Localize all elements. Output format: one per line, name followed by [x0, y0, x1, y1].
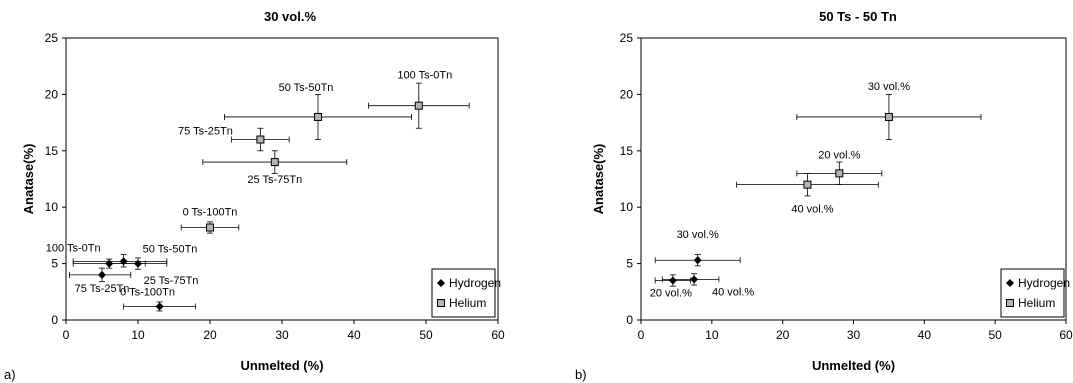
legend-helium-label: Helium	[449, 296, 486, 310]
data-point-label: 30 vol.%	[677, 229, 719, 241]
x-axis-label: Unmelted (%)	[240, 358, 323, 373]
legend-box	[1000, 268, 1065, 318]
helium-data-point	[414, 101, 423, 110]
x-tick-label: 60	[1059, 328, 1073, 342]
y-axis-label: Anatase(%)	[591, 144, 606, 215]
data-point-label: 75 Ts-25Tn	[178, 126, 233, 138]
y-tick-label: 25	[620, 31, 634, 45]
x-tick-label: 50	[988, 328, 1002, 342]
legend: Hydrogen Helium	[431, 268, 501, 318]
x-tick-label: 0	[638, 328, 645, 342]
data-point-label: 0 Ts-100Tn	[183, 207, 238, 219]
data-point-label: 100 Ts-0Tn	[397, 70, 452, 82]
x-tick-label: 30	[847, 328, 861, 342]
helium-data-point	[206, 223, 214, 232]
y-tick-label: 15	[620, 144, 634, 158]
y-tick-label: 10	[620, 200, 634, 214]
x-tick-label: 10	[131, 328, 145, 342]
x-tick-label: 50	[419, 328, 433, 342]
panel-letter: b)	[575, 367, 587, 382]
legend-hydrogen-label: Hydrogen	[1018, 276, 1070, 290]
series-helium: 30 vol.% 20 vol.% 40 vol.%	[736, 81, 982, 216]
helium-data-point	[884, 112, 893, 121]
data-point-label: 25 Ts-75Tn	[247, 174, 302, 186]
x-tick-label: 20	[203, 328, 217, 342]
data-point-label: 30 vol.%	[868, 81, 910, 93]
legend: Hydrogen Helium	[1000, 268, 1070, 318]
y-tick-label: 5	[626, 257, 633, 271]
data-point-label: 20 vol.%	[650, 288, 692, 300]
x-tick-label: 40	[347, 328, 361, 342]
y-tick-label: 0	[51, 313, 58, 327]
legend-hydrogen-marker	[436, 278, 446, 288]
x-tick-label: 10	[705, 328, 719, 342]
panel-a: 30 vol.% 0 10 20 30 40 50 60 0 5 10 15 20 25 Unmelted …	[4, 9, 505, 382]
y-tick-label: 20	[620, 87, 634, 101]
hydrogen-data-point	[693, 256, 702, 265]
y-tick-label: 10	[45, 200, 59, 214]
hydrogen-data-point	[690, 275, 699, 284]
chart-title: 50 Ts - 50 Tn	[819, 9, 897, 24]
panel-letter: a)	[4, 367, 16, 382]
legend-hydrogen-label: Hydrogen	[449, 276, 501, 290]
series-hydrogen: 30 vol.% 20 vol.% 40 vol.%	[650, 229, 755, 299]
data-point-label: 75 Ts-25Tn	[75, 283, 130, 295]
y-tick-label: 20	[45, 87, 59, 101]
legend-hydrogen-marker	[1005, 278, 1015, 288]
legend-box	[431, 268, 496, 318]
y-axis-label: Anatase(%)	[21, 144, 36, 215]
data-point-label: 100 Ts-0Tn	[46, 243, 101, 255]
data-point-label: 20 vol.%	[818, 149, 860, 161]
x-tick-label: 20	[776, 328, 790, 342]
data-point-label: 40 vol.%	[712, 286, 754, 298]
hydrogen-data-point	[119, 257, 128, 266]
legend-helium-label: Helium	[1018, 296, 1055, 310]
x-tick-label: 60	[491, 328, 505, 342]
y-tick-label: 15	[45, 144, 59, 158]
helium-data-point	[835, 169, 844, 178]
helium-data-point	[314, 112, 322, 121]
data-point-label: 25 Ts-75Tn	[144, 275, 199, 287]
x-tick-label: 40	[918, 328, 932, 342]
helium-data-point	[270, 158, 279, 167]
x-tick-label: 0	[63, 328, 70, 342]
hydrogen-data-point	[668, 276, 677, 285]
x-axis-label: Unmelted (%)	[812, 358, 895, 373]
chart-title: 30 vol.%	[264, 9, 316, 24]
data-point-label: 50 Ts-50Tn	[279, 82, 334, 94]
helium-data-point	[256, 135, 265, 144]
panel-b: 50 Ts - 50 Tn 0 10 20 30 40 50 60 0 5 10 15 20 25 Unme…	[575, 9, 1073, 382]
hydrogen-data-point	[133, 259, 143, 268]
x-tick-label: 30	[275, 328, 289, 342]
data-point-label: 0 Ts-100Tn	[120, 286, 175, 298]
legend-helium-marker	[437, 299, 445, 307]
legend-helium-marker	[1006, 299, 1014, 307]
y-tick-label: 0	[626, 313, 633, 327]
data-point-label: 50 Ts-50Tn	[143, 244, 198, 256]
y-tick-label: 5	[51, 257, 58, 271]
y-tick-label: 25	[45, 31, 59, 45]
series-helium: 100 Ts-0Tn 50 Ts-50Tn 75 Ts-25Tn 25 Ts-75Tn…	[178, 70, 470, 234]
hydrogen-data-point	[155, 302, 164, 311]
data-point-label: 40 vol.%	[791, 204, 833, 216]
helium-data-point	[803, 180, 812, 189]
hydrogen-data-point	[97, 270, 107, 279]
